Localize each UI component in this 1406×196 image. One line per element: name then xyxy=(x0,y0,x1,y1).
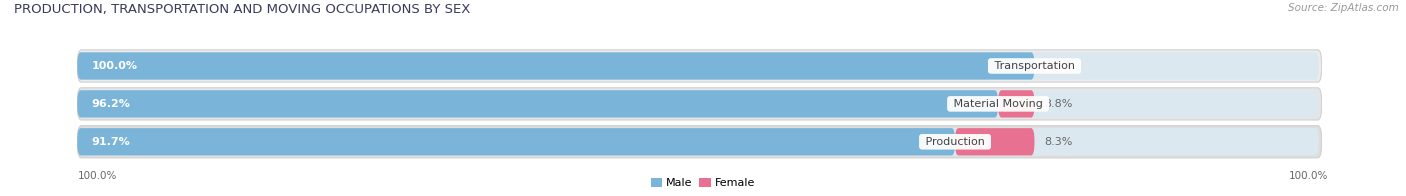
FancyBboxPatch shape xyxy=(998,90,1035,118)
FancyBboxPatch shape xyxy=(77,52,1035,80)
FancyBboxPatch shape xyxy=(80,128,1319,155)
FancyBboxPatch shape xyxy=(77,88,1322,120)
FancyBboxPatch shape xyxy=(77,90,998,118)
FancyBboxPatch shape xyxy=(77,50,1322,82)
Text: 100.0%: 100.0% xyxy=(91,61,138,71)
Text: Material Moving: Material Moving xyxy=(950,99,1046,109)
Text: 100.0%: 100.0% xyxy=(77,171,117,181)
Text: Transportation: Transportation xyxy=(991,61,1078,71)
Text: 100.0%: 100.0% xyxy=(1289,171,1329,181)
FancyBboxPatch shape xyxy=(80,90,1319,118)
Text: Source: ZipAtlas.com: Source: ZipAtlas.com xyxy=(1288,3,1399,13)
Text: 91.7%: 91.7% xyxy=(91,137,131,147)
Text: 8.3%: 8.3% xyxy=(1045,137,1073,147)
FancyBboxPatch shape xyxy=(77,128,955,155)
FancyBboxPatch shape xyxy=(955,128,1035,155)
Text: Production: Production xyxy=(922,137,988,147)
FancyBboxPatch shape xyxy=(77,126,1322,158)
FancyBboxPatch shape xyxy=(80,52,1319,80)
Text: PRODUCTION, TRANSPORTATION AND MOVING OCCUPATIONS BY SEX: PRODUCTION, TRANSPORTATION AND MOVING OC… xyxy=(14,3,471,16)
Text: 3.8%: 3.8% xyxy=(1045,99,1073,109)
Text: 0.0%: 0.0% xyxy=(1045,61,1073,71)
Legend: Male, Female: Male, Female xyxy=(651,178,755,189)
Text: 96.2%: 96.2% xyxy=(91,99,131,109)
